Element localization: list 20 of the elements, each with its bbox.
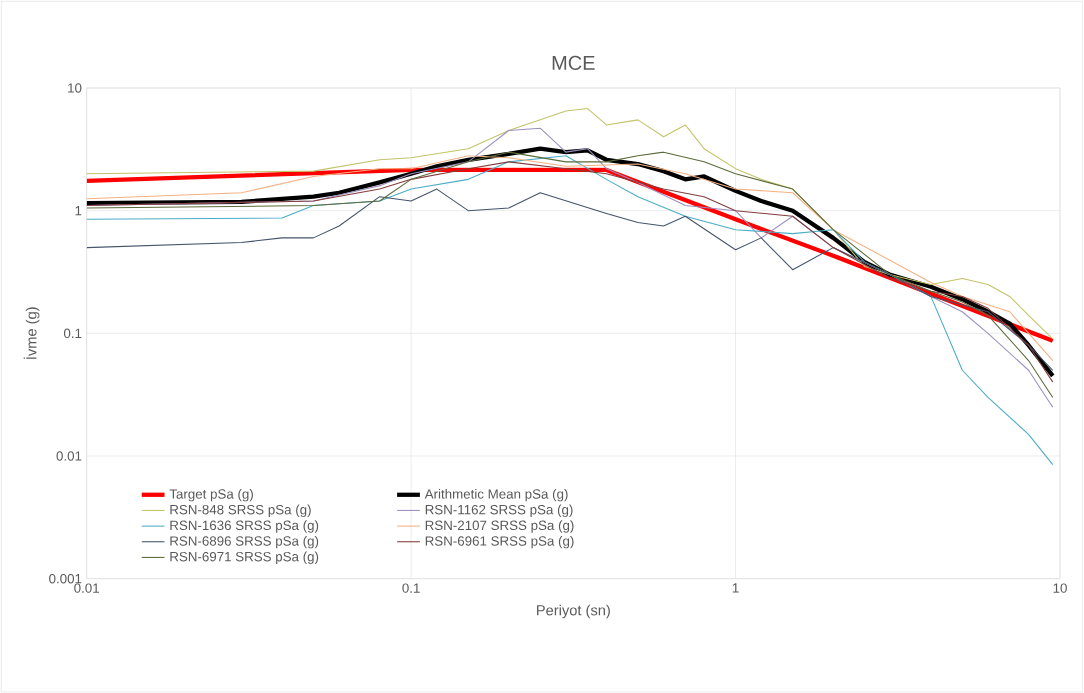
y-tick-label: 0.01 <box>56 451 82 461</box>
legend-label: RSN-1162 SRSS pSa (g) <box>425 504 573 517</box>
legend-label: RSN-6896 SRSS pSa (g) <box>170 535 319 549</box>
y-tick-label: 1 <box>75 205 82 216</box>
legend-label: RSN-6961 SRSS pSa (g) <box>425 535 574 549</box>
y-axis-title: İvme (g) <box>23 307 40 359</box>
legend-label: RSN-6971 SRSS pSa (g) <box>170 551 319 564</box>
y-tick-label: 0.1 <box>63 328 82 338</box>
chart-title: MCE <box>552 55 595 70</box>
legend-label: RSN-1636 SRSS pSa (g) <box>170 520 319 533</box>
x-tick-label: 10 <box>1053 583 1067 593</box>
x-axis-title: Periyot (sn) <box>537 604 610 619</box>
legend-label: RSN-2107 SRSS pSa (g) <box>425 520 574 533</box>
legend-label: Target pSa (g) <box>169 488 253 502</box>
legend-label: Arithmetic Mean pSa (g) <box>424 488 568 502</box>
y-tick-label: 10 <box>68 83 82 93</box>
legend-label: RSN-848 SRSS pSa (g) <box>170 504 311 517</box>
x-tick-label: 0.1 <box>402 583 420 593</box>
y-tick-label: 0.001 <box>49 573 82 584</box>
x-tick-label: 1 <box>732 583 739 593</box>
